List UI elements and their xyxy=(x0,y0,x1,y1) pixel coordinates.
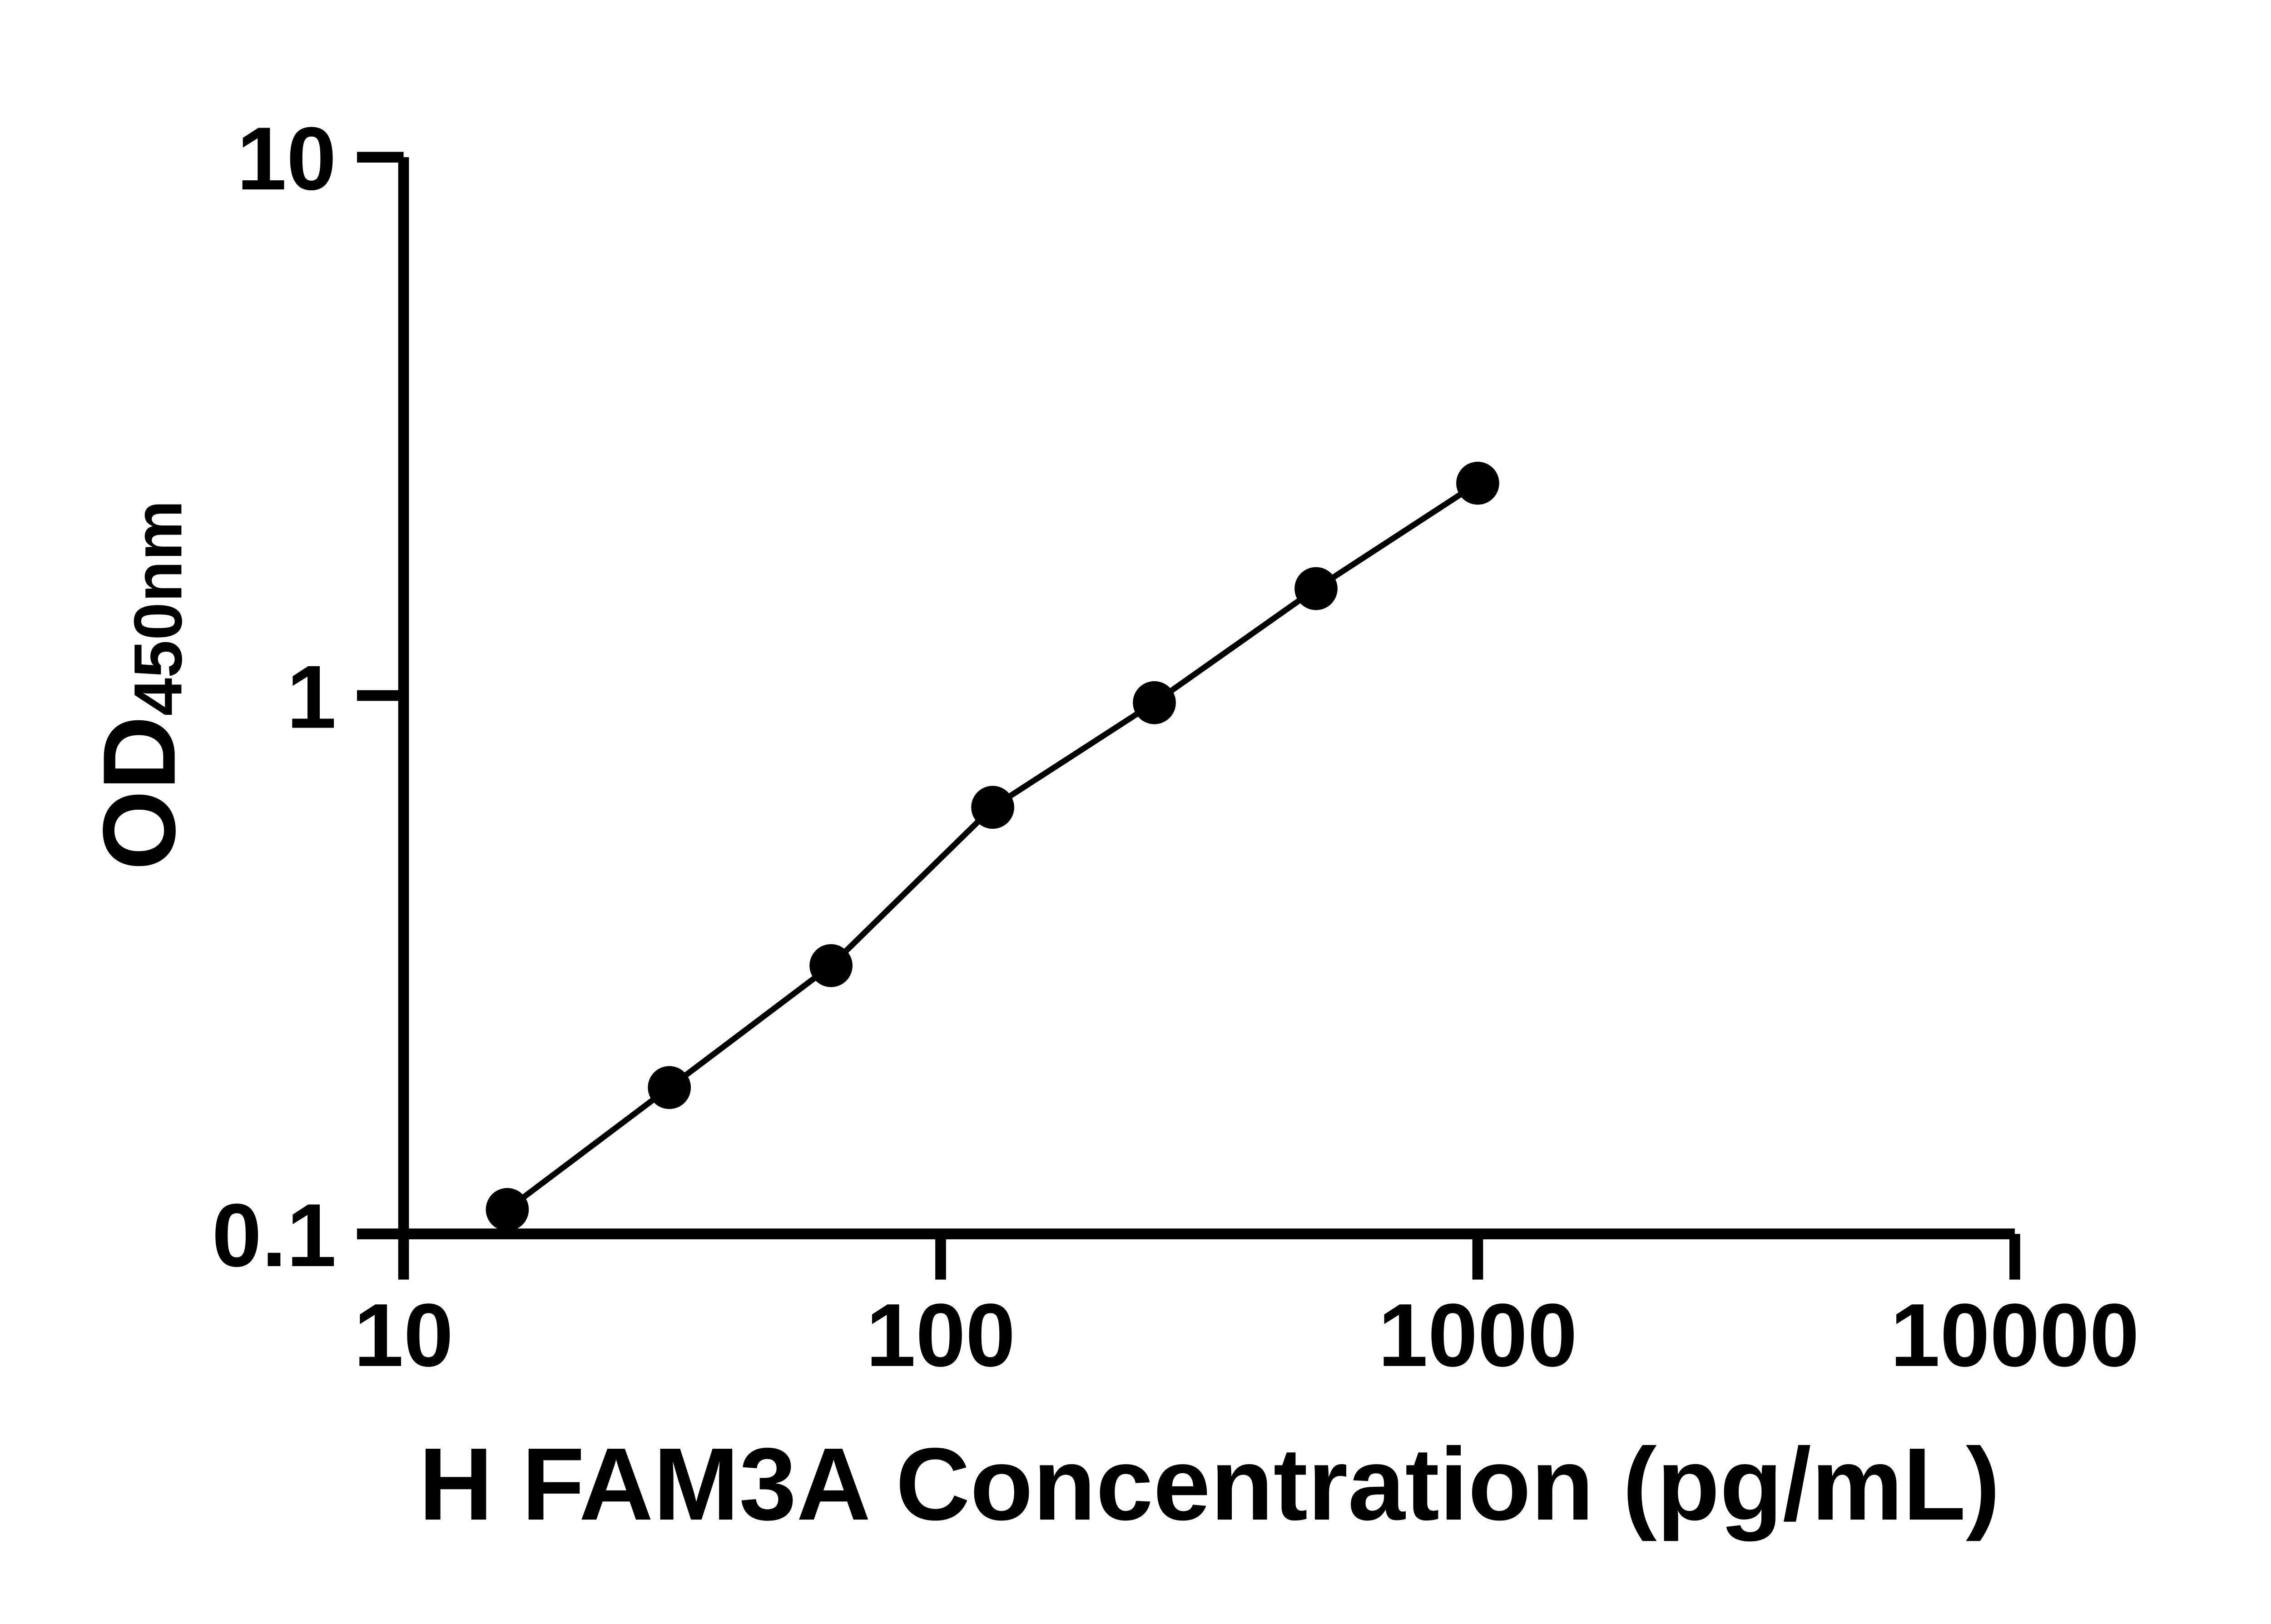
y-axis-title-subscript: 450nm xyxy=(119,500,196,716)
x-tick-label-100: 100 xyxy=(866,1285,1015,1385)
data-point-2 xyxy=(648,1066,691,1109)
x-tick-labels: 10 100 1000 10000 xyxy=(354,1285,2139,1385)
series-points xyxy=(486,461,1499,1231)
y-axis-title: OD450nm xyxy=(82,500,197,870)
x-tick-label-1000: 1000 xyxy=(1378,1285,1577,1385)
y-tick-label-1: 1 xyxy=(287,647,337,747)
y-tick-label-0.1: 0.1 xyxy=(212,1185,336,1285)
x-tick-label-10: 10 xyxy=(354,1285,453,1385)
data-point-1 xyxy=(486,1188,529,1231)
x-tick-label-10000: 10000 xyxy=(1890,1285,2139,1385)
data-point-6 xyxy=(1294,567,1338,610)
data-point-7 xyxy=(1456,461,1499,505)
data-point-4 xyxy=(971,786,1014,829)
y-axis-title-main: OD xyxy=(82,716,197,870)
y-tick-label-10: 10 xyxy=(237,108,336,208)
data-point-3 xyxy=(809,944,853,987)
axis-lines xyxy=(357,152,2020,1280)
data-point-5 xyxy=(1133,681,1176,724)
x-axis-title: H FAM3A Concentration (pg/mL) xyxy=(419,1427,2000,1542)
y-tick-labels: 0.1 1 10 xyxy=(212,108,336,1285)
